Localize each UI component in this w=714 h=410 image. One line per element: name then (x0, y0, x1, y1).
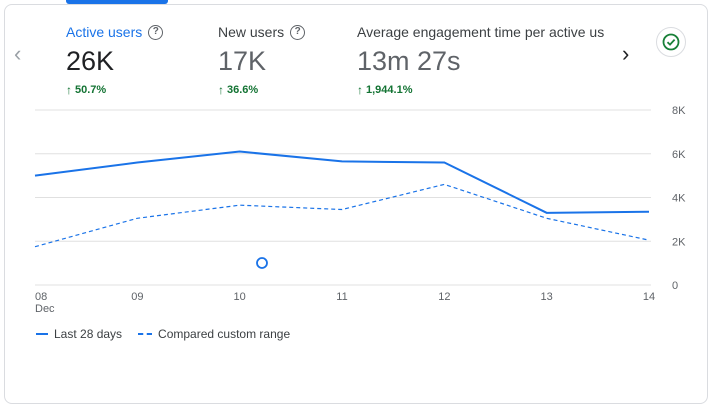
metric-label: New users ? (218, 24, 306, 40)
metrics-card (4, 4, 708, 404)
check-circle-icon[interactable] (656, 27, 686, 57)
metric-label: Active users ? (66, 24, 164, 40)
help-circle-icon[interactable]: ? (290, 24, 306, 40)
arrow-up-icon: ↑ (66, 83, 72, 97)
x-sublabel: Dec (35, 303, 55, 315)
legend-item-compare[interactable]: Compared custom range (138, 327, 290, 341)
legend-swatch-solid (36, 333, 48, 335)
legend-label: Compared custom range (158, 327, 291, 341)
legend-swatch-dashed (138, 333, 153, 335)
x-tick-label: 13 (541, 291, 553, 303)
x-tick-label: 12 (438, 291, 450, 303)
annotation-marker[interactable] (256, 257, 268, 269)
x-tick-label: 09 (131, 291, 143, 303)
x-tick-label: 14 (643, 291, 655, 303)
y-tick-label: 4K (672, 193, 686, 205)
y-tick-label: 0 (672, 280, 678, 292)
metric-value: 26K (66, 46, 115, 76)
series-line-current (34, 150, 650, 214)
metric-label: Average engagement time per active us (357, 24, 605, 40)
chart-legend: Last 28 days Compared custom range (36, 327, 290, 341)
arrow-up-icon: ↑ (218, 83, 224, 97)
help-circle-icon[interactable]: ? (148, 24, 164, 40)
metric-delta: ↑ 36.6% (218, 83, 259, 97)
y-tick-label: 6K (672, 149, 686, 161)
check-circle-glyph (662, 33, 680, 51)
y-tick-label: 8K (672, 105, 686, 117)
metric-value: 17K (218, 46, 267, 76)
legend-label: Last 28 days (54, 327, 123, 341)
line-chart: 8K 6K 4K 2K 0 08 09 10 11 12 13 14 Dec (34, 105, 686, 315)
x-tick-label: 10 (234, 291, 246, 303)
y-tick-label: 2K (672, 236, 686, 248)
metric-value: 13m 27s (357, 46, 461, 76)
chevron-right-icon[interactable]: › (622, 41, 630, 66)
series-line-compare (34, 183, 650, 248)
chevron-left-icon[interactable]: ‹ (14, 41, 22, 66)
active-tab-indicator (66, 0, 168, 4)
arrow-up-icon: ↑ (357, 83, 363, 97)
x-tick-label: 08 (35, 291, 47, 303)
metric-delta: ↑ 1,944.1% (357, 83, 413, 97)
x-tick-label: 11 (336, 291, 347, 303)
legend-item-current[interactable]: Last 28 days (36, 327, 122, 341)
metric-delta: ↑ 50.7% (66, 83, 107, 97)
